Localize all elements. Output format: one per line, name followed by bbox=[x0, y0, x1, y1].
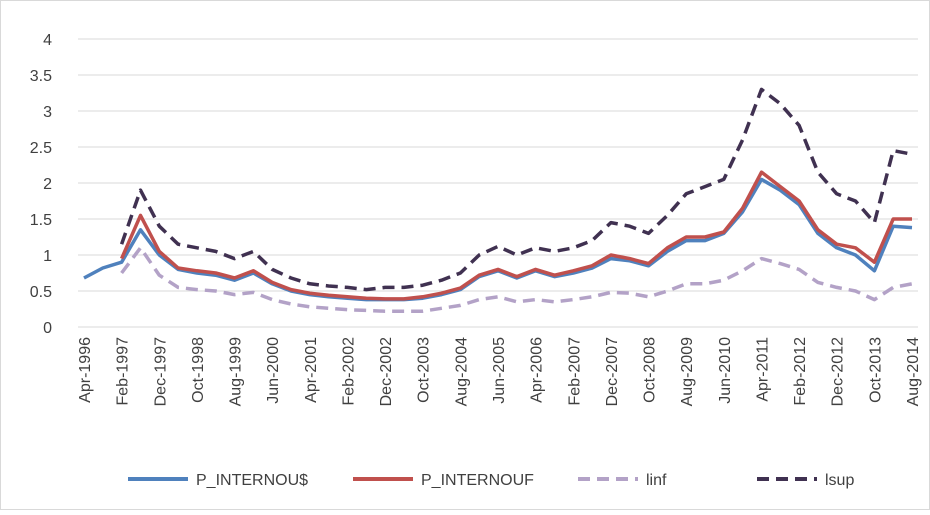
y-tick-label: 0 bbox=[43, 320, 52, 337]
x-tick-label: Oct-2003 bbox=[416, 337, 433, 403]
x-tick-label: Aug-2014 bbox=[905, 337, 922, 406]
x-tick-label: Feb-1997 bbox=[115, 337, 132, 406]
y-tick-label: 3 bbox=[43, 104, 52, 121]
x-tick-label: Dec-2002 bbox=[378, 337, 395, 406]
legend-label: P_INTERNOUF bbox=[421, 472, 534, 489]
y-tick-label: 3.5 bbox=[30, 68, 52, 85]
x-tick-label: Apr-2006 bbox=[529, 337, 546, 403]
x-tick-label: Feb-2012 bbox=[792, 337, 809, 406]
x-tick-label: Aug-2004 bbox=[453, 337, 470, 406]
legend-label: P_INTERNOU$ bbox=[196, 472, 308, 489]
y-tick-label: 4 bbox=[43, 32, 52, 49]
y-tick-label: 0.5 bbox=[30, 284, 52, 301]
x-tick-label: Oct-1998 bbox=[190, 337, 207, 403]
x-tick-label: Jun-2000 bbox=[265, 337, 282, 404]
x-tick-label: Oct-2008 bbox=[642, 337, 659, 403]
x-tick-label: Feb-2007 bbox=[566, 337, 583, 406]
x-tick-label: Jun-2010 bbox=[717, 337, 734, 404]
x-tick-label: Apr-1996 bbox=[77, 337, 94, 403]
x-tick-label: Aug-1999 bbox=[228, 337, 245, 406]
x-tick-label: Apr-2001 bbox=[303, 337, 320, 403]
x-tick-label: Dec-2007 bbox=[604, 337, 621, 406]
y-tick-label: 2 bbox=[43, 176, 52, 193]
legend-label: lsup bbox=[825, 472, 854, 489]
x-tick-label: Apr-2011 bbox=[754, 337, 771, 402]
legend-label: linf bbox=[646, 472, 667, 489]
series-line bbox=[120, 246, 913, 313]
y-tick-label: 1 bbox=[43, 248, 52, 265]
x-tick-label: Feb-2002 bbox=[340, 337, 357, 406]
y-tick-label: 2.5 bbox=[30, 140, 52, 157]
x-tick-label: Dec-1997 bbox=[152, 337, 169, 406]
x-tick-label: Dec-2012 bbox=[830, 337, 847, 406]
x-tick-label: Aug-2009 bbox=[679, 337, 696, 406]
y-tick-label: 1.5 bbox=[30, 212, 52, 229]
series-line bbox=[119, 170, 912, 301]
x-tick-label: Jun-2005 bbox=[491, 337, 508, 404]
x-tick-label: Oct-2013 bbox=[867, 337, 884, 403]
